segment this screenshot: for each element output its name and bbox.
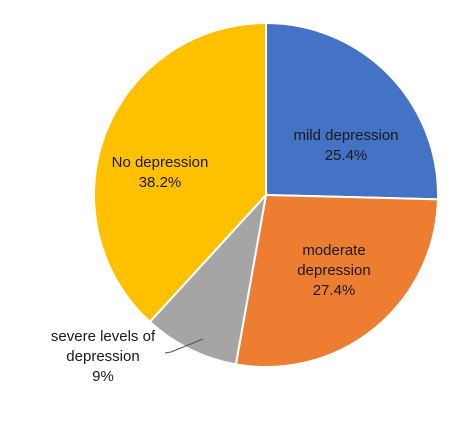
slice-value-label: 9% <box>92 368 114 385</box>
slice-no-depression <box>93 21 267 324</box>
slice-value-label: 27.4% <box>313 282 356 299</box>
slice-moderate-depression <box>234 193 439 368</box>
slice-label-no-depression: No depression 38.2% <box>112 154 209 191</box>
slice-label-mild-depression: mild depression 25.4% <box>293 127 398 164</box>
slice-name-label: depression <box>297 262 370 279</box>
slice-severe-levels-of-depression <box>148 191 268 366</box>
slice-name-label: No depression <box>112 154 209 171</box>
slice-name-label: mild depression <box>293 127 398 144</box>
slice-mild-depression <box>265 21 439 201</box>
slice-label-moderate-depression: moderate depression 27.4% <box>297 242 370 299</box>
slice-name-label: depression <box>66 348 139 365</box>
leaders-layer <box>164 338 204 354</box>
slice-name-label: severe levels of <box>51 328 156 345</box>
slice-label-severe-levels-of-depression: severe levels of depression 9% <box>51 328 156 385</box>
slice-value-label: 38.2% <box>139 174 182 191</box>
labels-layer: mild depression 25.4% moderate depression 27… <box>51 127 399 385</box>
slice-name-label: moderate <box>302 242 365 259</box>
leader-line-severe-levels-of-depression <box>164 338 204 354</box>
slices-layer <box>93 21 439 368</box>
slice-value-label: 25.4% <box>325 147 368 164</box>
